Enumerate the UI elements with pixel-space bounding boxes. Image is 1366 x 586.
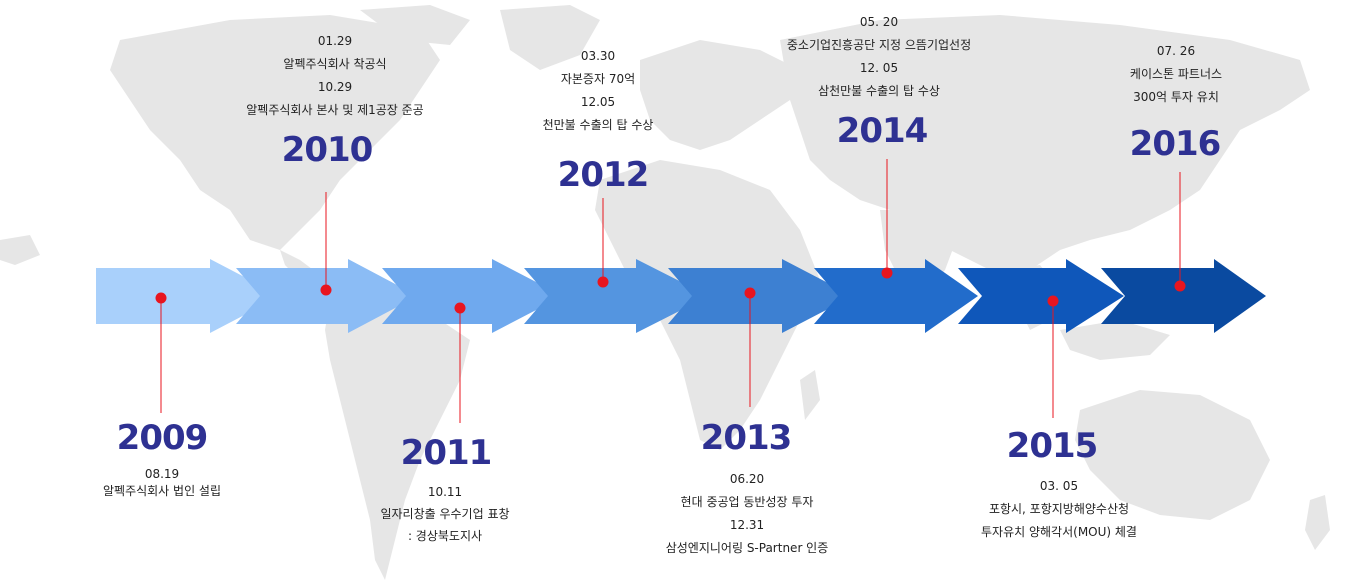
event-line: 10.29: [317, 80, 353, 94]
year-2012: 2012: [557, 155, 650, 195]
events-2016: 07. 26 케이스톤 파트너스 300억 투자 유치: [1026, 40, 1326, 109]
timeline-arrow-2016: [1101, 259, 1266, 333]
year-2011: 2011: [400, 433, 493, 473]
event-line: 삼천만불 수출의 탑 수상: [818, 84, 940, 98]
timeline-arrow-2015: [958, 259, 1124, 333]
event-line: 알펙주식회사 법인 설립: [102, 484, 222, 498]
marker-dot-2013: [744, 287, 756, 299]
timeline-arrow-2011: [382, 259, 563, 333]
year-2016: 2016: [1129, 124, 1222, 164]
event-line: 삼성엔지니어링 S-Partner 인증: [665, 541, 829, 555]
event-line: 03. 05: [1039, 479, 1079, 493]
event-line: 12. 05: [859, 61, 899, 75]
events-2011: 10.11 일자리창출 우수기업 표창 : 경상북도지사: [295, 481, 595, 547]
year-2014: 2014: [836, 111, 929, 151]
events-2009: 08.19 알펙주식회사 법인 설립: [12, 466, 312, 500]
marker-dot-2012: [597, 276, 609, 288]
events-2015: 03. 05 포항시, 포항지방해양수산청 투자유치 양해각서(MOU) 체결: [909, 475, 1209, 544]
marker-dot-2009: [155, 292, 167, 304]
marker-dot-2014: [881, 267, 893, 279]
event-line: 일자리창출 우수기업 표창: [380, 507, 510, 521]
event-line: 07. 26: [1156, 44, 1196, 58]
event-line: 300억 투자 유치: [1133, 90, 1219, 104]
timeline-arrow-2009: [96, 259, 281, 333]
marker-dot-2015: [1047, 295, 1059, 307]
event-line: : 경상북도지사: [407, 529, 483, 543]
year-2015: 2015: [1006, 426, 1099, 466]
event-line: 01.29: [317, 34, 353, 48]
marker-dot-2016: [1174, 280, 1186, 292]
marker-dot-2011: [454, 302, 466, 314]
event-line: 포항시, 포항지방해양수산청: [988, 502, 1130, 516]
timeline-arrow-2013: [668, 259, 853, 333]
events-2013: 06.20 현대 중공업 동반성장 투자 12.31 삼성엔지니어링 S-Par…: [597, 468, 897, 560]
events-2012: 03.30 자본증자 70억 12.05 천만불 수출의 탑 수상: [448, 45, 748, 137]
year-2013: 2013: [700, 418, 793, 458]
event-line: 12.05: [580, 95, 616, 109]
timeline-arrow-2014: [814, 259, 978, 333]
year-2010: 2010: [281, 130, 374, 170]
event-line: 03.30: [580, 49, 616, 63]
event-line: 천만불 수출의 탑 수상: [542, 118, 654, 132]
event-line: 알펙주식회사 착공식: [283, 57, 387, 71]
event-line: 08.19: [144, 467, 180, 481]
events-2010: 01.29 알펙주식회사 착공식 10.29 알펙주식회사 본사 및 제1공장 …: [185, 30, 485, 122]
year-2009: 2009: [116, 418, 209, 458]
timeline-arrow-2010: [236, 259, 418, 333]
event-line: 10.11: [427, 485, 463, 499]
event-line: 케이스톤 파트너스: [1129, 67, 1223, 81]
event-line: 알펙주식회사 본사 및 제1공장 준공: [246, 103, 424, 117]
event-line: 05. 20: [859, 15, 899, 29]
event-line: 중소기업진흥공단 지정 으뜸기업선정: [786, 38, 972, 52]
event-line: 투자유치 양해각서(MOU) 체결: [981, 525, 1137, 539]
timeline-arrow-2012: [524, 259, 709, 333]
event-line: 06.20: [729, 472, 765, 486]
events-2014: 05. 20 중소기업진흥공단 지정 으뜸기업선정 12. 05 삼천만불 수출…: [729, 11, 1029, 103]
event-line: 현대 중공업 동반성장 투자: [680, 495, 814, 509]
marker-dot-2010: [320, 284, 332, 296]
event-line: 12.31: [729, 518, 765, 532]
event-line: 자본증자 70억: [560, 72, 636, 86]
